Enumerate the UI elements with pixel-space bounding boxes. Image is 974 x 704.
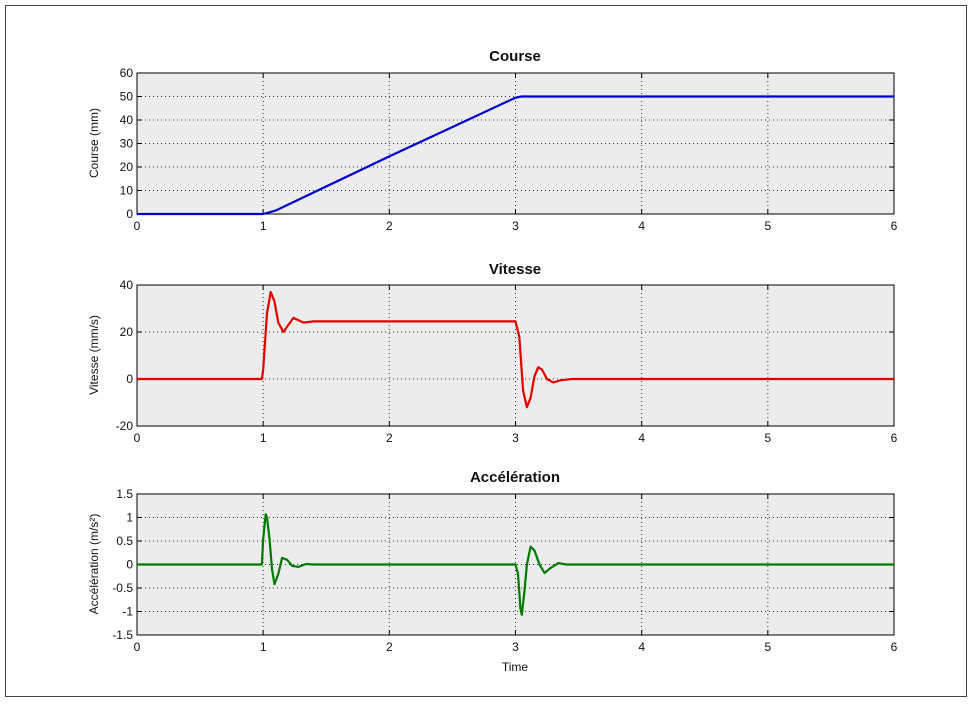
- x-tick-label: 4: [638, 219, 645, 233]
- x-tick-label: 6: [891, 431, 898, 445]
- series-lines: [137, 291, 894, 409]
- y-tick-label: 40: [120, 113, 134, 127]
- x-tick-label: 5: [764, 431, 771, 445]
- y-tick-label: 30: [120, 137, 134, 151]
- chart-title: Course: [489, 48, 541, 65]
- y-tick-label: 10: [120, 184, 134, 198]
- y-axis-label: Vitesse (mm/s): [87, 315, 101, 395]
- x-tick-label: 0: [134, 219, 141, 233]
- x-tick-label: 3: [512, 640, 519, 654]
- subplot-course: 0 10 20 30 40 50 60 0 1 2 3 4 5 6 Course Course (mm): [87, 48, 898, 233]
- y-axis-label: Accélération (m/s²): [87, 514, 101, 615]
- subplot-acceleration: -1.5 -1 -0.5 0 0.5 1 1.5 0 1 2 3 4 5 6 Accélération …: [87, 469, 898, 674]
- x-tick-label: 0: [134, 640, 141, 654]
- y-tick-label: 60: [120, 66, 134, 80]
- axes-background: [136, 72, 895, 215]
- x-ticks: 0 1 2 3 4 5 6: [134, 285, 898, 445]
- x-ticks: 0 1 2 3 4 5 6: [134, 494, 898, 654]
- x-tick-label: 4: [638, 431, 645, 445]
- y-tick-label: 20: [120, 325, 134, 339]
- y-tick-label: -1.5: [112, 628, 133, 642]
- x-tick-label: 3: [512, 219, 519, 233]
- chart-title: Vitesse: [489, 261, 541, 278]
- y-axis-label: Course (mm): [87, 108, 101, 178]
- x-tick-label: 5: [764, 640, 771, 654]
- y-tick-label: 20: [120, 160, 134, 174]
- y-ticks: -20 0 20 40: [116, 278, 894, 433]
- y-tick-label: -20: [116, 419, 134, 433]
- y-tick-label: 1: [126, 511, 133, 525]
- y-ticks: -1.5 -1 -0.5 0 0.5 1 1.5: [112, 487, 894, 642]
- y-tick-label: 40: [120, 278, 134, 292]
- x-tick-label: 2: [386, 219, 393, 233]
- y-tick-label: -1: [122, 605, 133, 619]
- y-tick-label: 0: [126, 207, 133, 221]
- y-tick-label: 0: [126, 558, 133, 572]
- x-axis-label: Time: [502, 660, 529, 674]
- series-lines: [137, 513, 894, 616]
- x-tick-label: 1: [260, 219, 267, 233]
- x-tick-label: 0: [134, 431, 141, 445]
- axes-background: [136, 284, 895, 427]
- x-tick-label: 6: [891, 640, 898, 654]
- x-tick-label: 2: [386, 431, 393, 445]
- y-tick-label: 50: [120, 90, 134, 104]
- series-lines: [137, 95, 894, 216]
- y-tick-label: 0.5: [116, 534, 133, 548]
- series-line: [137, 291, 894, 409]
- x-tick-label: 5: [764, 219, 771, 233]
- x-tick-label: 2: [386, 640, 393, 654]
- y-tick-label: 1.5: [116, 487, 133, 501]
- series-line: [137, 513, 894, 616]
- x-tick-label: 1: [260, 431, 267, 445]
- chart-title: Accélération: [470, 469, 560, 486]
- y-tick-label: -0.5: [112, 581, 133, 595]
- x-tick-label: 6: [891, 219, 898, 233]
- x-tick-label: 4: [638, 640, 645, 654]
- series-line: [137, 95, 894, 216]
- x-tick-label: 3: [512, 431, 519, 445]
- x-tick-label: 1: [260, 640, 267, 654]
- y-tick-label: 0: [126, 372, 133, 386]
